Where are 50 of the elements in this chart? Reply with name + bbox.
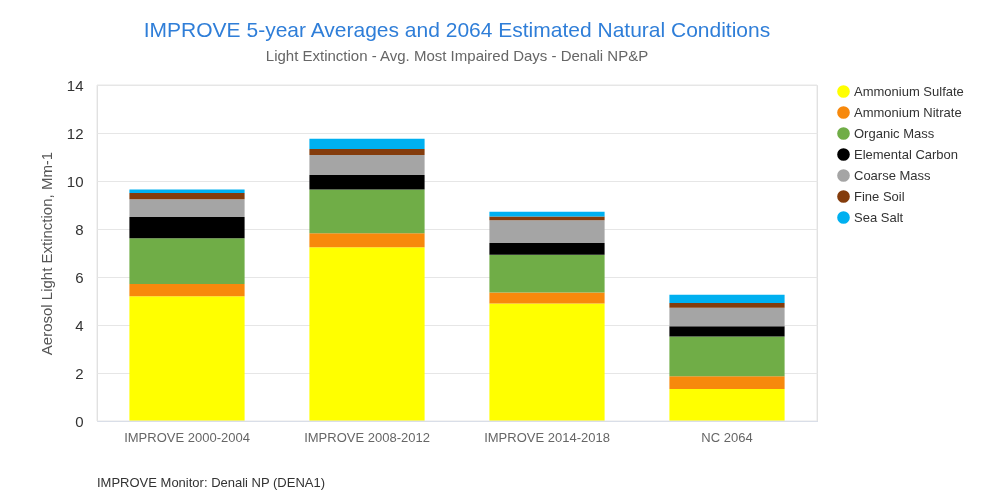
bar [129,199,245,217]
chart-subtitle: Light Extinction - Avg. Most Impaired Days - Denali NP&P [265,47,649,64]
bar [489,292,605,304]
bar [489,254,605,293]
bar [669,336,785,377]
bar [129,189,245,193]
bar [309,247,425,421]
legend-label: Fine Soil [854,188,905,204]
y-tick-label: 0 [75,412,84,430]
bar [489,211,605,217]
bar [309,138,425,150]
bar [489,242,605,255]
bar [669,326,785,337]
bar [669,376,785,390]
bar [129,296,245,421]
bar [669,389,785,421]
legend-label: Organic Mass [854,125,935,141]
legend-label: Coarse Mass [854,167,932,183]
bar [489,303,605,421]
legend-label: Ammonium Sulfate [854,83,964,99]
y-tick-label: 12 [66,124,84,142]
bar [489,220,605,243]
y-tick-label: 6 [75,268,84,286]
legend-label: Ammonium Nitrate [854,104,962,120]
bar [669,302,785,308]
bar [309,175,425,190]
y-tick-label: 14 [66,76,84,94]
bar [669,294,785,303]
text: IMPROVE Monitor: Denali NP (DENA1) [97,475,326,490]
x-tick-label: NC 2064 [701,429,753,445]
bar [129,238,245,284]
bar [309,233,425,248]
bar [129,217,245,239]
y-axis-title: Aerosol Light Extinction, Mm-1 [37,151,55,356]
y-tick-label: 4 [75,316,84,334]
bar [309,149,425,156]
x-tick-label: IMPROVE 2000-2004 [124,429,250,445]
bar [309,189,425,234]
bar [129,193,245,200]
bar [669,307,785,327]
x-tick-label: IMPROVE 2014-2018 [484,429,610,445]
chart-title: IMPROVE 5-year Averages and 2064 Estimated Natural Conditions [143,18,771,41]
y-tick-label: 2 [75,364,84,382]
x-tick-label: IMPROVE 2008-2012 [304,429,430,445]
legend-label: Sea Salt [854,209,904,225]
y-tick-label: 10 [66,172,84,190]
bar [129,283,245,297]
legend-label: Elemental Carbon [854,146,959,162]
y-tick-label: 8 [75,220,84,238]
bar [309,155,425,175]
